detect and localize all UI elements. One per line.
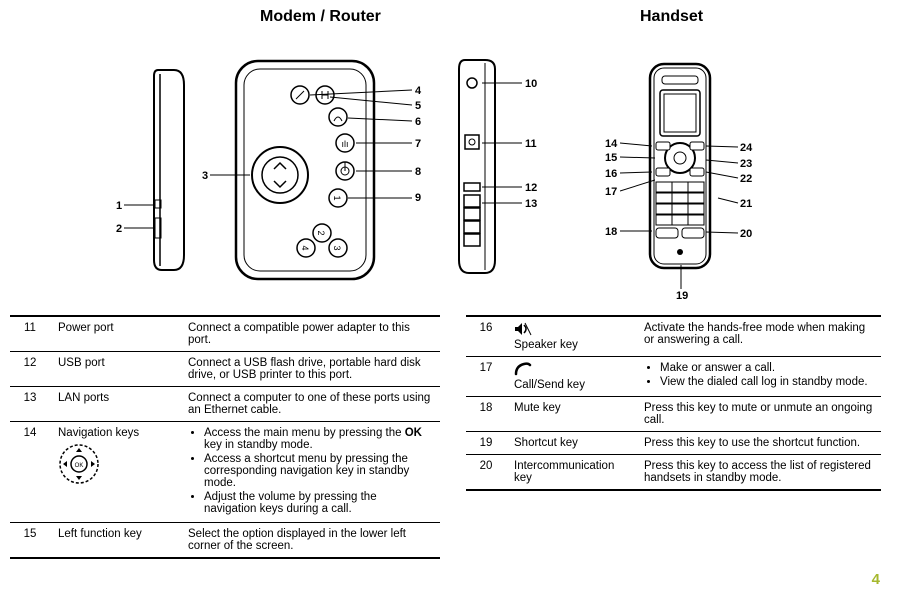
diagram-area: 1 2 ılı 1 2 3 4 3 4 5 6 7 8 9 — [0, 30, 898, 280]
row-number: 17 — [466, 357, 506, 397]
row-name: Intercommunication key — [506, 455, 636, 491]
leaders-4-9 — [300, 85, 415, 255]
callout-21: 21 — [740, 198, 752, 210]
row-desc: Make or answer a call. View the dialed ca… — [636, 357, 881, 397]
page-number: 4 — [872, 571, 880, 588]
table-row: 11Power portConnect a compatible power a… — [10, 316, 440, 352]
row-number: 13 — [10, 387, 50, 422]
row-name: Left function key — [50, 523, 180, 559]
row-name: Navigation keysOK — [50, 422, 180, 523]
callout-9: 9 — [415, 192, 421, 204]
callout-17: 17 — [605, 186, 617, 198]
row-desc: Connect a USB flash drive, portable hard… — [180, 352, 440, 387]
list-item: View the dialed call log in standby mode… — [660, 376, 873, 388]
leaders-10-13 — [482, 78, 524, 238]
callout-3: 3 — [202, 170, 208, 182]
callout-19: 19 — [676, 290, 688, 302]
row-number: 20 — [466, 455, 506, 491]
row-name: Mute key — [506, 397, 636, 432]
call-icon — [514, 362, 628, 379]
leader-19 — [678, 265, 684, 290]
row-desc: Connect a computer to one of these ports… — [180, 387, 440, 422]
row-number: 14 — [10, 422, 50, 523]
row-name: Speaker key — [506, 316, 636, 357]
callout-10: 10 — [525, 78, 537, 90]
list-item: Make or answer a call. — [660, 362, 873, 374]
callout-12: 12 — [525, 182, 537, 194]
callout-5: 5 — [415, 100, 421, 112]
table-row: 20Intercommunication keyPress this key t… — [466, 455, 881, 491]
callout-4: 4 — [415, 85, 421, 97]
row-name: LAN ports — [50, 387, 180, 422]
callout-20: 20 — [740, 228, 752, 240]
row-desc: Activate the hands-free mode when making… — [636, 316, 881, 357]
row-desc: Press this key to use the shortcut funct… — [636, 432, 881, 455]
table-row: 12USB portConnect a USB flash drive, por… — [10, 352, 440, 387]
speaker-icon — [514, 322, 628, 339]
row-name: Call/Send key — [506, 357, 636, 397]
row-name: Shortcut key — [506, 432, 636, 455]
callout-6: 6 — [415, 116, 421, 128]
leader-1 — [124, 200, 154, 210]
table-row: 19Shortcut keyPress this key to use the … — [466, 432, 881, 455]
row-desc: Connect a compatible power adapter to th… — [180, 316, 440, 352]
callout-22: 22 — [740, 173, 752, 185]
modem-title: Modem / Router — [260, 8, 381, 26]
modem-side-left-diagram — [150, 60, 190, 280]
list-item: Access a shortcut menu by pressing the c… — [204, 453, 432, 489]
leader-3 — [210, 170, 250, 180]
row-desc: Press this key to mute or unmute an ongo… — [636, 397, 881, 432]
leaders-handset-right — [706, 140, 740, 240]
callout-24: 24 — [740, 142, 752, 154]
row-desc: Press this key to access the list of reg… — [636, 455, 881, 491]
right-key-table: 16Speaker keyActivate the hands-free mod… — [466, 315, 881, 491]
callout-7: 7 — [415, 138, 421, 150]
navkey-icon: OK — [58, 443, 172, 488]
callout-15: 15 — [605, 152, 617, 164]
svg-text:OK: OK — [75, 463, 84, 469]
callout-13: 13 — [525, 198, 537, 210]
row-number: 12 — [10, 352, 50, 387]
callout-11: 11 — [525, 138, 537, 150]
row-number: 16 — [466, 316, 506, 357]
table-row: 18Mute keyPress this key to mute or unmu… — [466, 397, 881, 432]
callout-18: 18 — [605, 226, 617, 238]
left-key-table: 11Power portConnect a compatible power a… — [10, 315, 440, 559]
leader-2 — [124, 223, 154, 233]
row-number: 11 — [10, 316, 50, 352]
handset-title: Handset — [640, 8, 703, 26]
row-number: 15 — [10, 523, 50, 559]
callout-2: 2 — [116, 223, 122, 235]
row-name: USB port — [50, 352, 180, 387]
row-desc: Select the option displayed in the lower… — [180, 523, 440, 559]
callout-16: 16 — [605, 168, 617, 180]
callout-8: 8 — [415, 166, 421, 178]
table-row: 17Call/Send key Make or answer a call. Vie… — [466, 357, 881, 397]
callout-14: 14 — [605, 138, 617, 150]
leaders-handset-left — [620, 138, 655, 238]
list-item: Adjust the volume by pressing the naviga… — [204, 491, 432, 515]
table-row: 15Left function keySelect the option dis… — [10, 523, 440, 559]
row-number: 19 — [466, 432, 506, 455]
callout-1: 1 — [116, 200, 122, 212]
table-row: 14Navigation keysOK Access the main menu … — [10, 422, 440, 523]
table-row: 16Speaker keyActivate the hands-free mod… — [466, 316, 881, 357]
callout-23: 23 — [740, 158, 752, 170]
table-row: 13LAN portsConnect a computer to one of … — [10, 387, 440, 422]
list-item: Access the main menu by pressing the OK … — [204, 427, 432, 451]
row-name: Power port — [50, 316, 180, 352]
row-number: 18 — [466, 397, 506, 432]
row-desc: Access the main menu by pressing the OK … — [180, 422, 440, 523]
